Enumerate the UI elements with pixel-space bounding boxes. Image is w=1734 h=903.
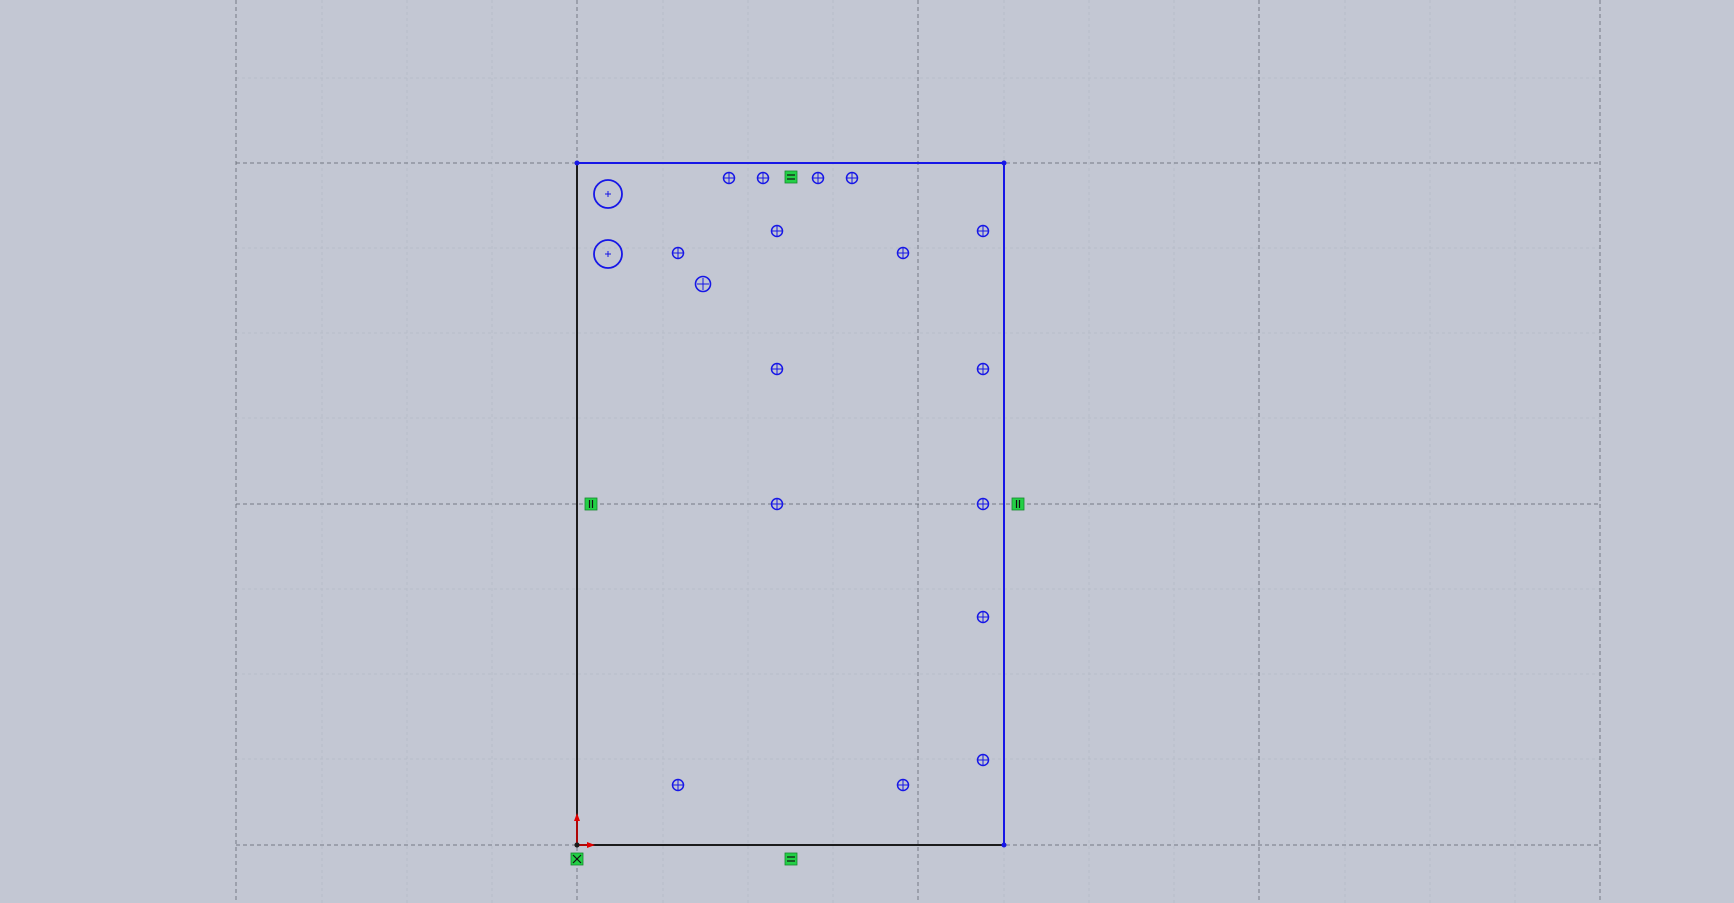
sketch-corner-point[interactable] xyxy=(574,160,580,166)
sketch-corner-point[interactable] xyxy=(1001,842,1007,848)
sketch-circle[interactable] xyxy=(593,179,623,209)
equals-relation-icon[interactable] xyxy=(784,852,798,866)
origin-y-arrow-icon xyxy=(574,813,580,821)
sketch-circle[interactable] xyxy=(593,239,623,269)
crosshair-hole-icon[interactable] xyxy=(694,275,712,293)
equals-relation-icon[interactable] xyxy=(784,170,798,184)
fixed-relation-icon-glyph xyxy=(572,854,582,864)
vertical-relation-icon[interactable] xyxy=(584,497,598,511)
sketch-corner-point[interactable] xyxy=(1001,160,1007,166)
origin-point[interactable] xyxy=(574,842,580,848)
origin-x-arrow-icon xyxy=(587,842,595,848)
vertical-relation-icon[interactable] xyxy=(1011,497,1025,511)
